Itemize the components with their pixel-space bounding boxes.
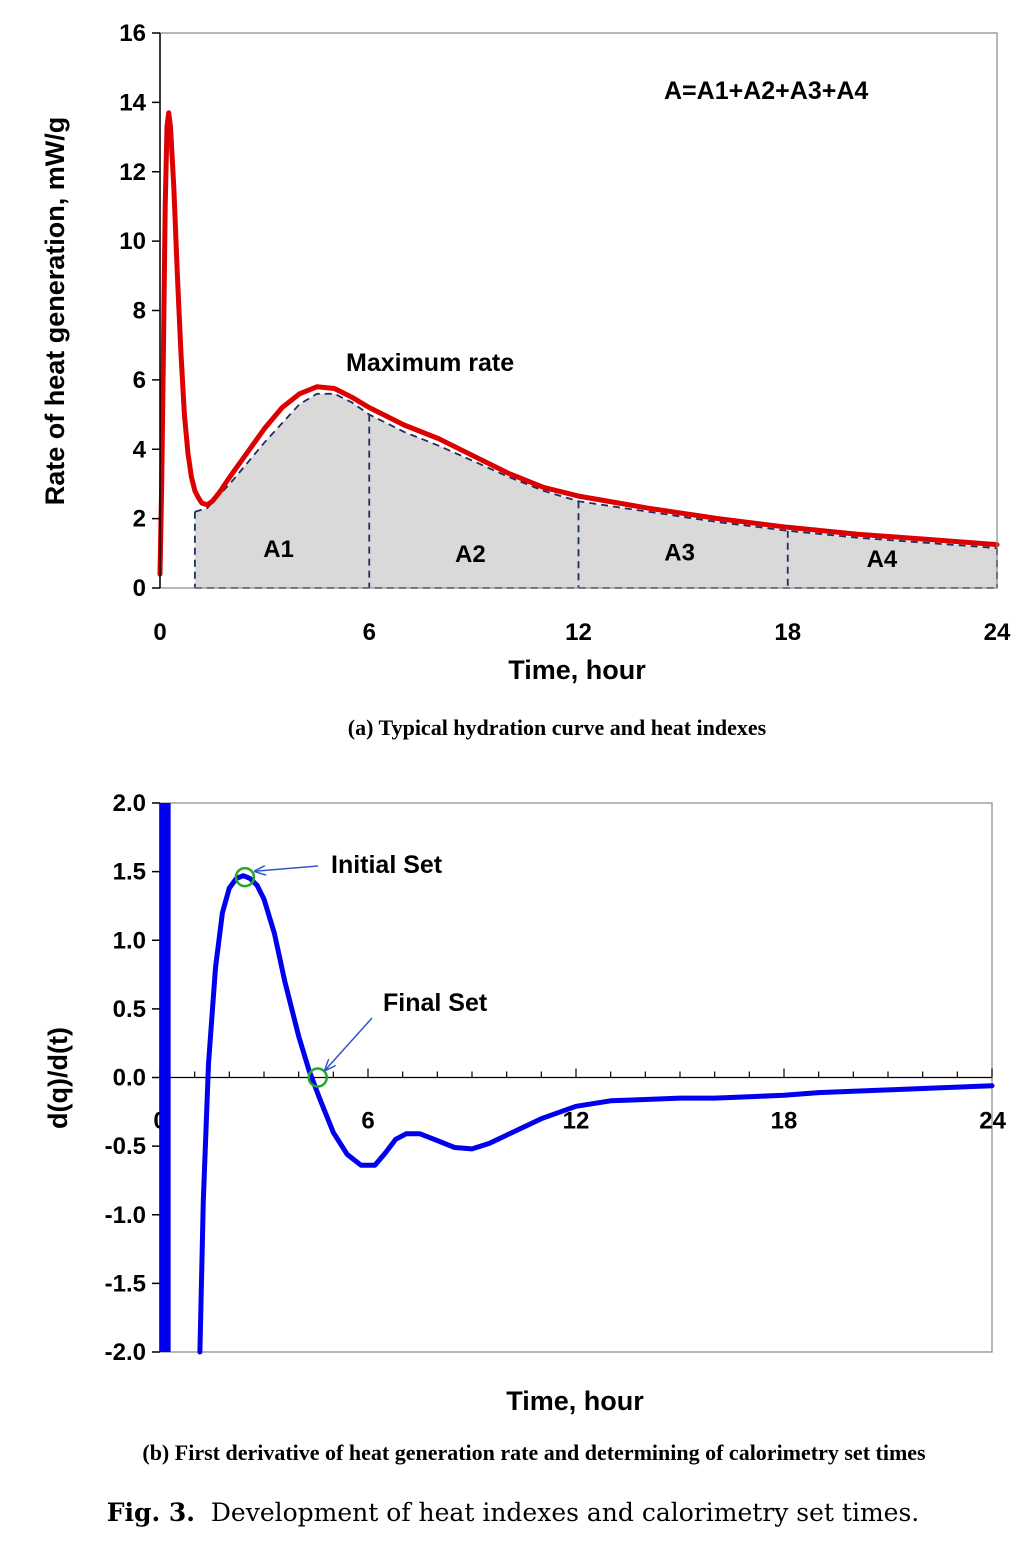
y-tick-label: 12 (119, 159, 146, 186)
y-tick-label: 2.0 (113, 790, 146, 817)
y-tick-label: 2 (133, 506, 146, 533)
set-time-annotations: Initial Set Final Set (234, 851, 488, 1088)
y-tick-label: 1.0 (113, 927, 146, 954)
y-axis-title: d(q)/d(t) (43, 1027, 73, 1129)
region-label-a2: A2 (455, 541, 486, 568)
y-tick-label: -1.0 (105, 1202, 146, 1229)
subcaption-b: (b) First derivative of heat generation … (142, 1440, 926, 1465)
subcaption-a: (a) Typical hydration curve and heat ind… (348, 715, 767, 740)
y-tick-label: 0 (133, 575, 146, 602)
initial-set-label: Initial Set (331, 851, 443, 879)
region-label-a1: A1 (263, 536, 294, 563)
x-tick-label: 6 (361, 1108, 374, 1135)
y-tick-label: 16 (119, 20, 146, 47)
formula-annotation: A=A1+A2+A3+A4 (664, 77, 868, 105)
y-tick-label: -0.5 (105, 1133, 146, 1160)
x-tick-label: 12 (565, 619, 592, 646)
y-tick-label: 6 (133, 367, 146, 394)
y-tick-label: 0.0 (113, 1065, 146, 1092)
final-set-marker (307, 1067, 328, 1088)
series-lines (157, 110, 1000, 577)
x-tick-label: 18 (774, 619, 801, 646)
figure-label: Fig. 3. (106, 1498, 195, 1527)
y-axis-title: Rate of heat generation, mW/g (40, 117, 70, 506)
x-tick-label: 24 (979, 1108, 1006, 1135)
derivative-curve (197, 873, 995, 1355)
figure-caption-text: Development of heat indexes and calorime… (210, 1498, 920, 1527)
x-tick-label: 24 (984, 619, 1011, 646)
x-tick-label: 18 (771, 1108, 798, 1135)
x-axis-title: Time, hour (506, 1386, 644, 1416)
figure-caption: Fig. 3. Development of heat indexes and … (0, 1498, 1026, 1527)
y-tick-label: -2.0 (105, 1339, 146, 1366)
x-axis-title: Time, hour (508, 655, 646, 685)
initial-set-arrow (256, 865, 319, 871)
y-tick-label: 4 (133, 436, 147, 463)
dashed-envelope-line (194, 392, 998, 549)
chart-b-derivative-curve: 2.01.51.00.50.0-0.5-1.0-1.5-2.006121824 … (43, 790, 1007, 1465)
area-fill (194, 393, 997, 588)
heat-area-fill (194, 393, 997, 588)
final-set-arrow (326, 1017, 373, 1070)
final-set-label: Final Set (383, 989, 488, 1017)
y-tick-label: 14 (119, 89, 146, 116)
y-tick-label: 10 (119, 228, 146, 255)
y-tick-label: 8 (133, 298, 146, 325)
x-tick-label: 6 (363, 619, 376, 646)
region-labels: A1 A2 A3 A4 (263, 536, 898, 573)
x-tick-label: 0 (153, 619, 166, 646)
initial-spike (159, 803, 171, 1352)
region-label-a4: A4 (867, 546, 898, 573)
y-tick-label: 0.5 (113, 996, 146, 1023)
initial-set-marker (234, 866, 256, 888)
heat-rate-curve (157, 110, 1000, 577)
region-label-a3: A3 (664, 539, 695, 566)
series-lines (159, 803, 995, 1355)
y-tick-label: 1.5 (113, 859, 146, 886)
y-tick-label: -1.5 (105, 1270, 146, 1297)
peak-annotation: Maximum rate (346, 349, 514, 377)
